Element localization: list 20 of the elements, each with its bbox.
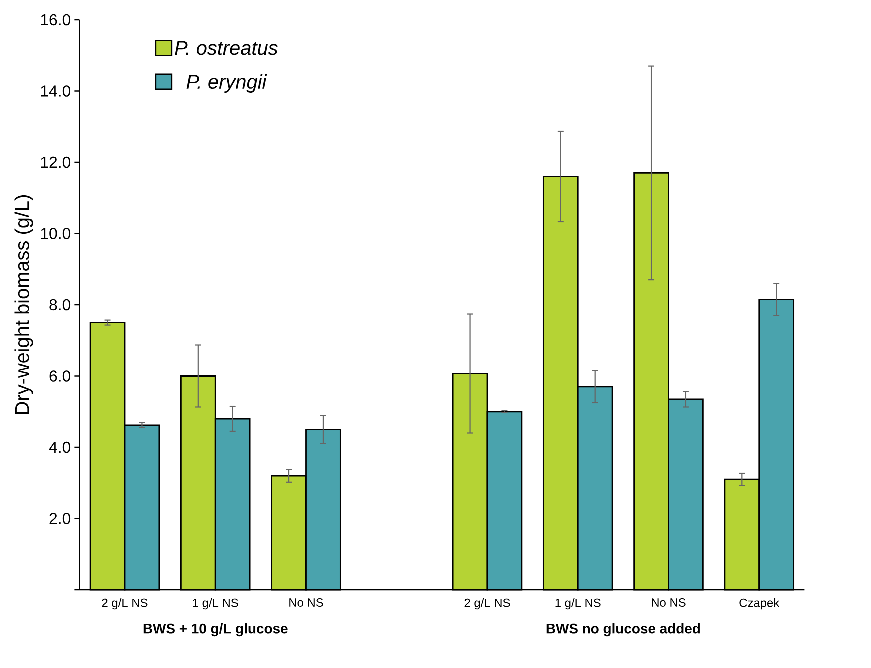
y-tick-label: 16.0	[41, 14, 71, 26]
legend-label: P. ostreatus	[175, 41, 278, 56]
x-tick-label: 1 g/L NS	[556, 598, 601, 610]
text: BWS + 10 g/L glucose	[144, 624, 288, 637]
y-tick-label: 2.0	[50, 513, 71, 524]
y-axis-title: Dry-weight biomass (g/L)	[14, 196, 34, 414]
x-tick-label: No NS	[290, 598, 324, 607]
y-tick-label: 12.0	[41, 156, 71, 168]
y-tick-label: 6.0	[50, 370, 71, 382]
x-tick-label: Czapek	[740, 598, 780, 610]
x-tick-label: 2 g/L NS	[464, 598, 510, 610]
x-tick-label: 1 g/L NS	[193, 598, 238, 610]
y-tick-label: 4.0	[49, 442, 71, 454]
legend-label: P. eryngii	[186, 74, 268, 93]
y-tick-label: 10.0	[41, 228, 71, 240]
x-tick-label: No NS	[652, 598, 686, 607]
x-tick-label: 2 g/L NS	[102, 598, 148, 610]
y-tick-label: 14.0	[41, 86, 71, 97]
text: BWS no glucose added	[546, 624, 700, 637]
y-tick-label: 8.0	[50, 299, 71, 311]
